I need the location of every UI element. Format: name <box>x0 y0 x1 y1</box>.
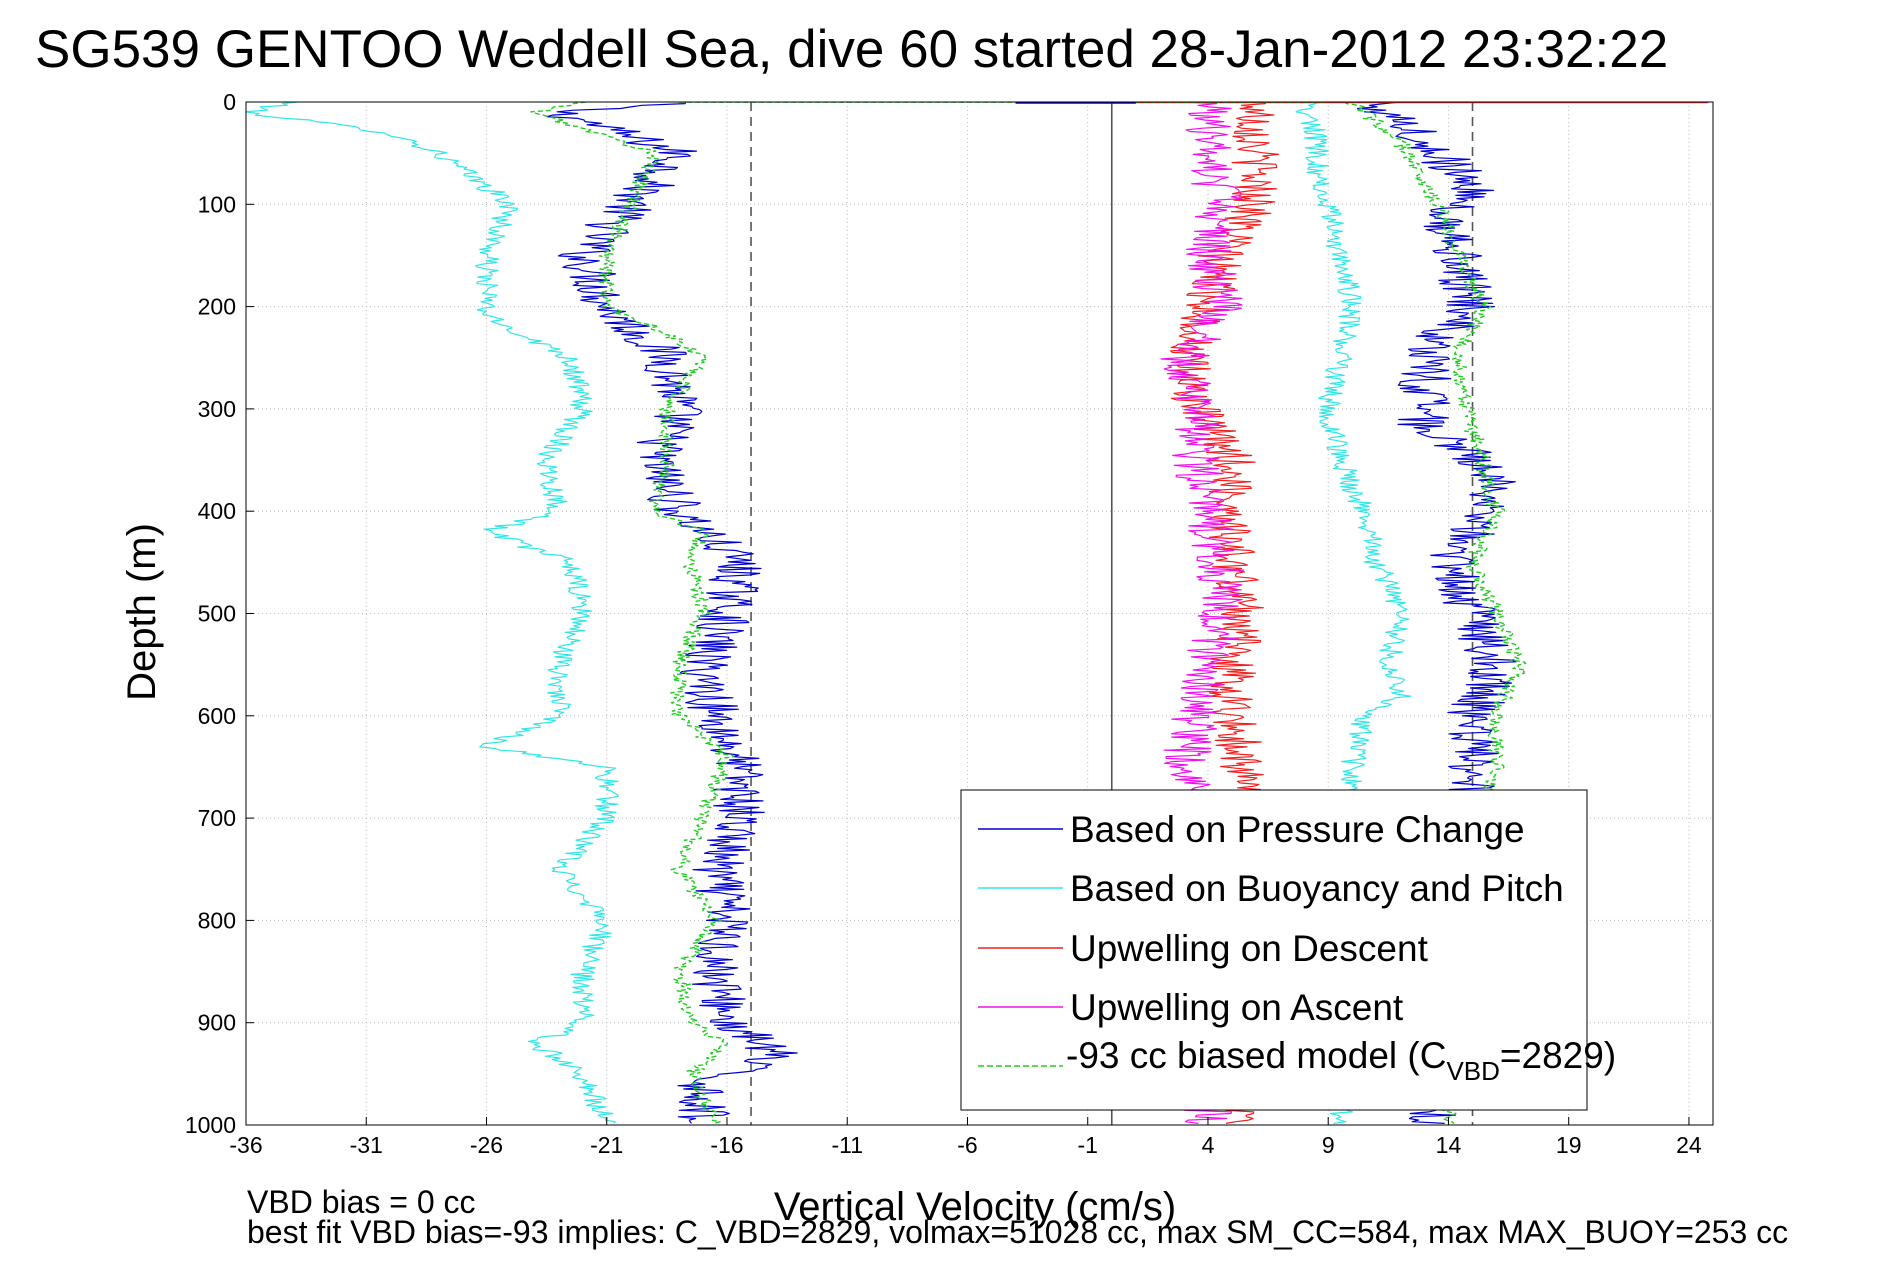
y-tick-label: 1000 <box>185 1112 236 1138</box>
best-fit-annotation: best fit VBD bias=-93 implies: C_VBD=282… <box>247 1214 1788 1250</box>
legend-label-buoyancy: Based on Buoyancy and Pitch <box>1070 868 1564 909</box>
series-line-biased-model-ascent <box>1343 102 1527 1124</box>
y-tick-label: 100 <box>198 191 236 217</box>
chart-title: SG539 GENTOO Weddell Sea, dive 60 starte… <box>35 20 1668 79</box>
y-tick-label: 800 <box>198 907 236 933</box>
y-tick-label: 700 <box>198 805 236 831</box>
x-tick-label: -26 <box>470 1132 503 1158</box>
x-tick-label: 9 <box>1322 1132 1335 1158</box>
x-tick-label: -11 <box>831 1132 863 1158</box>
x-tick-label: -16 <box>710 1132 743 1158</box>
legend-label-ascent: Upwelling on Ascent <box>1070 987 1404 1028</box>
x-tick-label: 14 <box>1436 1132 1462 1158</box>
y-tick-label: 200 <box>198 294 236 320</box>
y-tick-label: 400 <box>198 498 236 524</box>
x-tick-label: 19 <box>1556 1132 1582 1158</box>
x-tick-label: -1 <box>1077 1132 1097 1158</box>
legend-label-descent: Upwelling on Descent <box>1070 928 1429 969</box>
legend: Based on Pressure Change Based on Buoyan… <box>960 789 1616 1111</box>
y-axis-ticks: 0 100 200 300 400 500 600 700 800 900 1000 <box>185 89 254 1138</box>
y-tick-label: 0 <box>223 89 236 115</box>
x-tick-label: -6 <box>957 1132 977 1158</box>
y-tick-label: 600 <box>198 703 236 729</box>
series-line-biased-model-descent <box>530 102 735 1125</box>
x-axis-ticks: -36 -31 -26 -21 -16 -11 -6 -1 4 9 14 19 24 <box>229 1117 1702 1158</box>
x-tick-label: -21 <box>590 1132 623 1158</box>
y-tick-label: 900 <box>198 1010 236 1036</box>
x-tick-label: 4 <box>1202 1132 1215 1158</box>
x-axis-label: Vertical Velocity (cm/s) <box>774 1185 1176 1229</box>
vbd-bias-annotation: VBD bias = 0 cc <box>247 1184 476 1220</box>
y-tick-label: 300 <box>198 396 236 422</box>
y-tick-label: 500 <box>198 601 236 627</box>
legend-label-model: -93 cc biased model (CVBD=2829) <box>1066 1035 1616 1086</box>
series-line-buoyancy-descent <box>246 102 619 1124</box>
series-line-pressure-descent <box>546 102 798 1124</box>
x-tick-label: -36 <box>229 1132 262 1158</box>
y-axis-label: Depth (m) <box>120 523 164 701</box>
x-tick-label: 24 <box>1676 1132 1702 1158</box>
legend-label-pressure: Based on Pressure Change <box>1070 809 1525 850</box>
x-tick-label: -31 <box>350 1132 383 1158</box>
legend-box <box>960 789 1588 1111</box>
